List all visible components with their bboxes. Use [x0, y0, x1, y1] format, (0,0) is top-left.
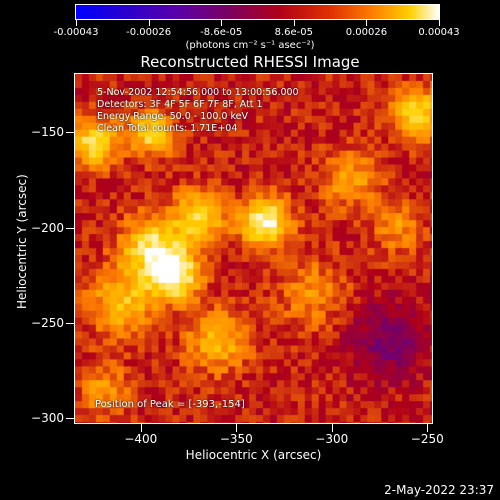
annotation-detectors: Detectors: 3F 4F 5F 6F 7F 8F, Att 1 [97, 99, 263, 110]
y-tick [66, 132, 74, 134]
y-tick-label: −150 [31, 125, 64, 140]
colorbar-units: (photons cm⁻² s⁻¹ asec⁻²) [185, 40, 315, 51]
x-tick [236, 424, 238, 432]
colorbar-tick [366, 20, 368, 26]
colorbar-tick-label: 0.00026 [345, 27, 388, 38]
x-axis-label: Heliocentric X (arcsec) [185, 448, 322, 462]
y-tick [66, 227, 74, 229]
x-tick-label: −350 [219, 432, 253, 446]
x-tick-label: −400 [124, 432, 158, 446]
colorbar-tick-label: 8.6e-05 [274, 27, 313, 38]
colorbar-tick [293, 20, 295, 26]
annotation-time-range: 5-Nov-2002 12:54:56.000 to 13:00:56.000 [97, 87, 299, 98]
colorbar-tick [439, 20, 440, 26]
colorbar-tick-label: -0.00026 [126, 27, 172, 38]
annotation-peak-position: Position of Peak = [-393,-154] [95, 399, 245, 410]
x-tick-label: −300 [315, 432, 349, 446]
y-axis-label: Heliocentric Y (arcsec) [15, 174, 29, 309]
y-tick [66, 322, 74, 324]
plot-area: 5-Nov-2002 12:54:56.000 to 13:00:56.000 … [74, 73, 433, 424]
heatmap-image [75, 74, 432, 423]
x-tick [331, 424, 333, 432]
colorbar-tick-label: -0.00043 [53, 27, 99, 38]
colorbar [75, 4, 440, 20]
x-tick-label: −250 [410, 432, 444, 446]
x-tick [140, 424, 142, 432]
timestamp-footer: 2-May-2022 23:37 [384, 483, 494, 497]
annotation-energy-range: Energy Range: 50.0 - 100.0 keV [97, 111, 248, 122]
y-tick-label: −300 [31, 411, 64, 426]
colorbar-tick [148, 20, 150, 26]
x-tick [427, 424, 429, 432]
colorbar-tick [221, 20, 223, 26]
colorbar-tick-label: -8.6e-05 [200, 27, 243, 38]
y-tick-label: −250 [31, 315, 64, 330]
annotation-method-counts: Clean Total counts: 1.71E+04 [97, 123, 238, 134]
y-tick [66, 418, 74, 420]
chart-title: Reconstructed RHESSI Image [140, 53, 360, 71]
colorbar-tick [76, 20, 77, 26]
colorbar-tick-label: 0.00043 [418, 27, 460, 38]
y-tick-label: −200 [31, 220, 64, 235]
